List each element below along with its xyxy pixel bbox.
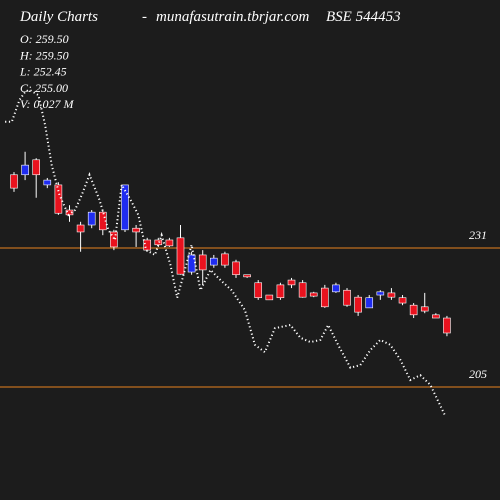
candle-body [332,284,340,293]
candle-body [376,291,385,296]
ohlc-label: O: 259.50 [20,32,69,46]
y-tick-label: 231 [469,228,487,242]
candle-body [176,237,185,275]
chart-title: Daily Charts [19,9,98,25]
candle-body [21,164,29,176]
candle-body [143,239,152,251]
candle-body [87,211,96,226]
candle-body [409,304,418,316]
candle-body [232,261,240,276]
candle-body [420,306,429,312]
overlay-line [5,88,446,416]
candle-body [210,257,218,266]
candle-body [254,282,263,299]
candle-body [154,239,163,246]
candle-body [298,282,307,298]
candle-body [121,184,129,231]
candle-body [165,239,174,247]
candle-body [443,317,451,334]
ohlc-label: H: 259.50 [19,48,69,62]
candle-body [343,289,351,306]
candle-body [354,296,362,313]
candle-body [65,209,74,216]
candle-body [110,231,118,248]
candle-body [365,297,374,309]
candle-body [198,254,207,271]
symbol: BSE 544453 [326,9,401,25]
candle-body [76,224,85,233]
candle-body [132,227,140,233]
candle-body [187,254,196,273]
candle-body [287,279,296,286]
candle-body [10,174,18,189]
candle-body [321,287,329,308]
candle-body [221,253,229,266]
candle-body [432,314,440,319]
ohlc-label: V: 0.027 M [20,97,75,111]
candle-body [387,292,396,298]
candle-body [276,284,285,299]
candle-body [398,297,407,304]
candle-body [43,179,52,186]
ohlc-label: L: 252.45 [19,65,67,79]
candle-body [54,184,63,214]
candle-body [32,159,40,176]
separator: - [142,9,147,25]
y-tick-label: 205 [469,367,487,381]
candle-body [243,274,251,278]
candle-body [265,294,274,301]
candle-body [309,292,318,297]
ohlc-label: C: 255.00 [20,81,68,95]
source: munafasutrain.tbrjar.com [156,9,310,25]
